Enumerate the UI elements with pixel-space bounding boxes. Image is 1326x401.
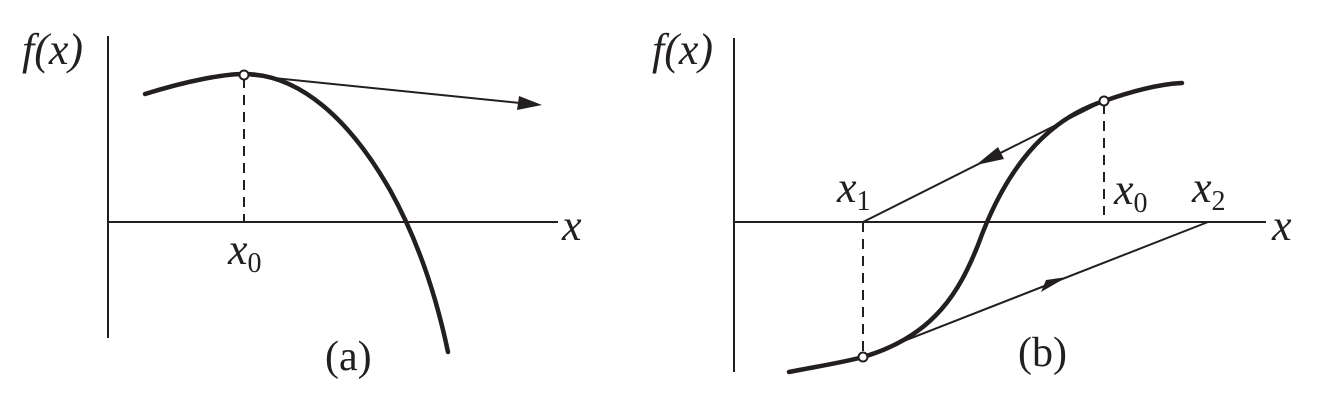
panel-b-x1-sub: 1	[857, 186, 871, 217]
panel-b-y-label: f(x)	[652, 25, 713, 74]
panel-b-x1-label: x1	[836, 163, 871, 217]
panel-b-x2-sub: 2	[1212, 186, 1226, 217]
panel-b-x1-main: x	[836, 163, 857, 212]
panel-a-x0-point	[238, 69, 250, 81]
panel-b-x0-point	[1098, 95, 1110, 107]
panel-a-tangent-arrowhead	[517, 96, 542, 110]
panel-b-tangent-x1-to-x2	[862, 221, 1209, 358]
panel-a-x0-sub: 0	[248, 248, 262, 279]
panel-a-y-label: f(x)	[22, 25, 83, 74]
panel-b-curve	[786, 80, 1185, 375]
panel-b-caption: (b)	[1018, 330, 1067, 376]
panel-b-x2-label: x2	[1191, 163, 1226, 217]
panel-a-x0-main: x	[227, 225, 248, 274]
panel-b-tangent-x0-arrowhead	[976, 147, 1004, 165]
panel-a-tangent-line	[243, 74, 521, 104]
panel-b-x2-main: x	[1191, 163, 1212, 212]
panel-a-caption: (a)	[325, 334, 372, 380]
panel-a-x0-label: x0	[227, 225, 262, 279]
panel-b-x0-label: x0	[1113, 165, 1148, 219]
panel-b-x0-main: x	[1113, 165, 1134, 214]
panel-a-curve	[142, 71, 451, 355]
panel-b-tangent-x1-arrowhead	[1041, 277, 1067, 292]
panel-b-x1-point	[857, 351, 869, 363]
panel-a-x-label: x	[561, 201, 582, 250]
panel-b-x-label: x	[1271, 201, 1292, 250]
panel-b: f(x) x x1 x0 x2 (b)	[652, 25, 1292, 376]
panel-b-x0-sub: 0	[1134, 188, 1148, 219]
panel-a: f(x) x x0 (a)	[22, 25, 582, 380]
